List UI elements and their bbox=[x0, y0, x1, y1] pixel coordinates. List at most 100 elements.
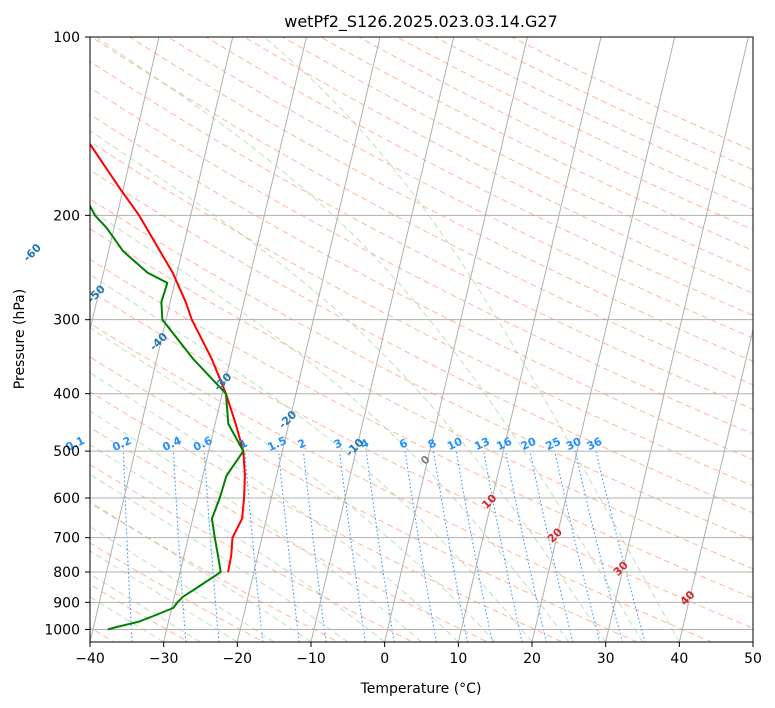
dry-adiabat-line bbox=[510, 37, 753, 152]
mixing-ratio-line bbox=[404, 451, 437, 642]
warm-isotherm-label: 20 bbox=[545, 525, 565, 545]
moist-adiabat-line bbox=[90, 372, 459, 642]
dry-adiabat-line bbox=[205, 37, 753, 316]
mixing-ratio-label: 6 bbox=[397, 436, 410, 451]
zero-isotherm-label: 0 bbox=[418, 453, 433, 468]
mixing-ratio-line bbox=[172, 451, 187, 642]
dry-adiabat-line bbox=[90, 502, 340, 642]
x-tick-label: 40 bbox=[670, 651, 688, 667]
x-tick-label: 20 bbox=[523, 651, 541, 667]
y-tick-label: 400 bbox=[53, 387, 80, 403]
isotherm-line bbox=[384, 37, 528, 642]
dry-adiabat-line bbox=[281, 37, 753, 273]
dry-adiabat-line bbox=[90, 86, 753, 435]
isotherm-label: -50 bbox=[85, 282, 108, 305]
isotherm-line bbox=[90, 37, 234, 642]
moist-adiabat-line bbox=[90, 209, 570, 642]
isotherms bbox=[90, 37, 753, 642]
chart-title: wetPf2_S126.2025.023.03.14.G27 bbox=[284, 12, 558, 32]
mixing-ratio-line bbox=[595, 450, 646, 642]
x-tick-label: −20 bbox=[223, 651, 253, 667]
dry-adiabat-line bbox=[90, 426, 489, 642]
x-axis-title: Temperature (°C) bbox=[360, 681, 482, 697]
y-axis-title: Pressure (hPa) bbox=[12, 289, 28, 389]
mixing-ratio-label: 16 bbox=[495, 435, 515, 453]
mixing-ratio-line bbox=[529, 450, 574, 642]
x-tick-label: −30 bbox=[149, 651, 179, 667]
profile-series bbox=[90, 142, 246, 631]
dry-adiabat-line bbox=[167, 37, 753, 339]
isotherm-line bbox=[310, 37, 455, 642]
isotherm-label: -30 bbox=[211, 370, 234, 393]
isotherm-line bbox=[457, 37, 602, 642]
mixing-ratio-label: 8 bbox=[426, 436, 438, 451]
warm-isotherm-label: 40 bbox=[678, 588, 698, 608]
dry-adiabat-line bbox=[472, 37, 753, 171]
dry-adiabat-line bbox=[90, 391, 564, 642]
isotherm-line bbox=[90, 37, 160, 332]
mixing-ratio-label: 1 bbox=[237, 436, 249, 451]
x-tick-label: 30 bbox=[597, 651, 615, 667]
pressure-gridlines bbox=[90, 37, 753, 630]
y-tick-label: 600 bbox=[53, 491, 80, 507]
x-tick-label: 0 bbox=[380, 651, 389, 667]
moist-adiabat-line bbox=[90, 526, 275, 642]
moist-adiabat-line bbox=[90, 573, 201, 642]
y-tick-label: 700 bbox=[53, 531, 80, 547]
mixing-ratio-label: 25 bbox=[544, 435, 563, 453]
dry-adiabat-line bbox=[90, 322, 714, 642]
isotherm-line bbox=[236, 37, 381, 642]
mixing-ratio-line bbox=[554, 450, 601, 642]
mixing-ratio-line bbox=[433, 451, 469, 642]
warm-isotherm-label: 30 bbox=[611, 558, 631, 578]
x-tick-label: 10 bbox=[449, 651, 467, 667]
isotherm-label: -60 bbox=[21, 241, 44, 264]
plot-area bbox=[90, 37, 753, 642]
x-axis-ticks: −40 −30 −20 −10 0 10 20 30 40 50 bbox=[75, 642, 762, 667]
dry-adiabat-line bbox=[128, 37, 753, 362]
dry-adiabat-line bbox=[90, 113, 753, 461]
dry-adiabat-line bbox=[90, 228, 753, 570]
dry-adiabat-line bbox=[395, 37, 753, 210]
y-tick-label: 900 bbox=[53, 595, 80, 611]
isotherm-line bbox=[752, 639, 753, 642]
mixing-ratio-label: 10 bbox=[445, 435, 465, 453]
y-tick-label: 500 bbox=[53, 444, 80, 460]
x-tick-label: 50 bbox=[744, 651, 762, 667]
mixing-ratio-label: 36 bbox=[585, 435, 605, 453]
mixing-ratio-line bbox=[574, 450, 623, 642]
moist-adiabat-line bbox=[263, 37, 680, 642]
dry-adiabat-line bbox=[90, 464, 415, 642]
mixing-ratio-line bbox=[278, 451, 300, 642]
y-tick-label: 200 bbox=[53, 208, 80, 224]
dry-adiabat-line bbox=[90, 37, 753, 386]
temperature-profile-line bbox=[90, 142, 246, 573]
mixing-ratio-label: 30 bbox=[564, 435, 584, 453]
y-tick-label: 300 bbox=[53, 313, 80, 329]
dry-adiabat-line bbox=[243, 37, 753, 294]
dry-adiabat-line bbox=[90, 290, 753, 629]
plot-frame bbox=[89, 36, 754, 643]
mixing-ratio-line bbox=[455, 451, 493, 642]
y-axis-ticks: 100 200 300 400 500 600 700 800 900 1000 bbox=[44, 30, 90, 638]
y-tick-label: 100 bbox=[53, 30, 80, 46]
moist-adiabat-line bbox=[95, 37, 643, 642]
moist-adiabat-line bbox=[90, 273, 533, 642]
dry-adiabat-line bbox=[357, 37, 753, 231]
moist-adiabat-line bbox=[90, 410, 422, 642]
dry-adiabat-line bbox=[434, 37, 753, 190]
moist-adiabats bbox=[90, 37, 680, 642]
mixing-ratio-label: 20 bbox=[519, 435, 539, 453]
moist-adiabat-line bbox=[90, 473, 349, 642]
x-tick-label: −40 bbox=[75, 651, 105, 667]
dry-adiabat-line bbox=[90, 258, 753, 599]
mixing-ratio-line bbox=[505, 451, 547, 642]
mixing-ratio-label: 13 bbox=[472, 435, 491, 453]
mixing-ratio-line bbox=[339, 451, 366, 642]
isotherm-line bbox=[605, 37, 749, 642]
dry-adiabat-line bbox=[90, 60, 753, 410]
mixing-ratio-lines bbox=[122, 450, 646, 642]
y-tick-label: 800 bbox=[53, 565, 80, 581]
mixing-ratio-line bbox=[244, 451, 264, 642]
